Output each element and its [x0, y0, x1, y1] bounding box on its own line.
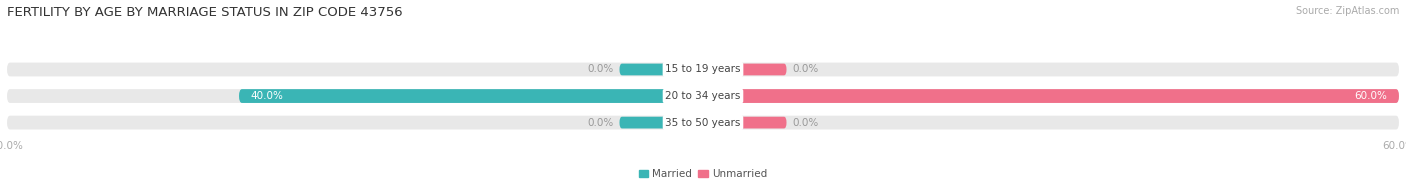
Text: 0.0%: 0.0%: [793, 118, 818, 128]
Text: 0.0%: 0.0%: [588, 118, 613, 128]
FancyBboxPatch shape: [703, 117, 786, 128]
Text: 20 to 34 years: 20 to 34 years: [665, 91, 741, 101]
Text: 35 to 50 years: 35 to 50 years: [665, 118, 741, 128]
Legend: Married, Unmarried: Married, Unmarried: [634, 165, 772, 183]
FancyBboxPatch shape: [239, 89, 703, 103]
Text: 0.0%: 0.0%: [793, 64, 818, 74]
FancyBboxPatch shape: [7, 89, 1399, 103]
Text: Source: ZipAtlas.com: Source: ZipAtlas.com: [1295, 6, 1399, 16]
Text: 0.0%: 0.0%: [588, 64, 613, 74]
Text: 15 to 19 years: 15 to 19 years: [665, 64, 741, 74]
Text: FERTILITY BY AGE BY MARRIAGE STATUS IN ZIP CODE 43756: FERTILITY BY AGE BY MARRIAGE STATUS IN Z…: [7, 6, 402, 19]
Text: 40.0%: 40.0%: [250, 91, 284, 101]
FancyBboxPatch shape: [620, 117, 703, 128]
FancyBboxPatch shape: [7, 63, 1399, 76]
Text: 60.0%: 60.0%: [1354, 91, 1388, 101]
FancyBboxPatch shape: [703, 64, 786, 75]
FancyBboxPatch shape: [7, 116, 1399, 130]
FancyBboxPatch shape: [620, 64, 703, 75]
FancyBboxPatch shape: [703, 89, 1399, 103]
